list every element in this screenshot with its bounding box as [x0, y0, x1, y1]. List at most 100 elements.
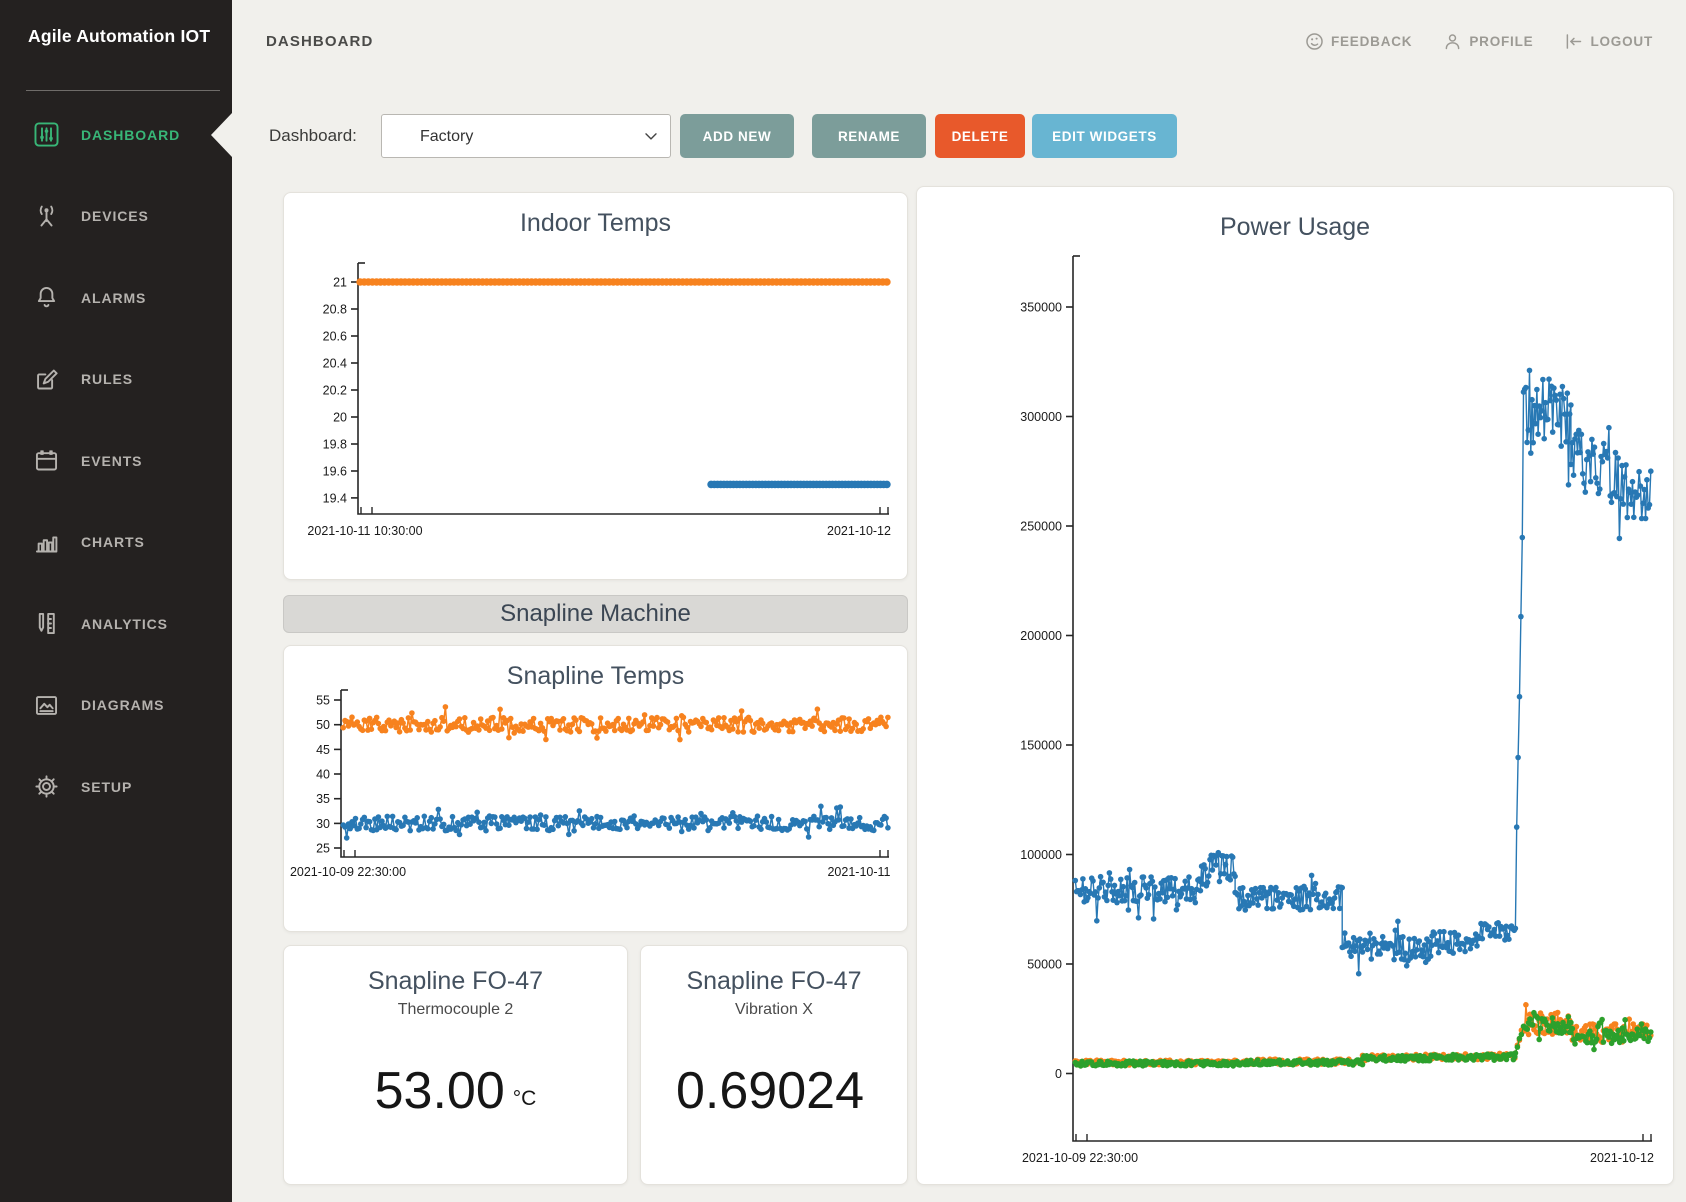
- sidebar-item-setup[interactable]: SETUP: [0, 746, 232, 828]
- sidebar-item-label: RULES: [81, 371, 133, 388]
- setup-icon: [33, 773, 60, 800]
- profile-icon: [1442, 31, 1463, 52]
- header-link-feedback[interactable]: FEEDBACK: [1304, 31, 1412, 52]
- svg-text:20.2: 20.2: [323, 384, 347, 398]
- svg-text:35: 35: [316, 792, 330, 806]
- value-card-vibration: Snapline FO-47 Vibration X 0.69024: [640, 945, 908, 1185]
- alarms-icon: [33, 284, 60, 311]
- svg-text:19.4: 19.4: [323, 491, 347, 505]
- delete-button[interactable]: DELETE: [935, 114, 1025, 158]
- brand-title: Agile Automation IOT: [28, 26, 211, 46]
- svg-text:2021-10-09 22:30:00: 2021-10-09 22:30:00: [290, 865, 406, 879]
- rename-button[interactable]: RENAME: [812, 114, 926, 158]
- svg-text:2021-10-11 10:30:00: 2021-10-11 10:30:00: [307, 524, 422, 538]
- svg-text:55: 55: [316, 694, 330, 708]
- svg-text:50000: 50000: [1027, 958, 1062, 972]
- sidebar-item-label: CHARTS: [81, 534, 145, 551]
- value-card-thermocouple: Snapline FO-47 Thermocouple 2 53.00 °C: [283, 945, 628, 1185]
- sidebar-nav: DASHBOARD DEVICES ALARMS RULES EVENTS CHARTS A…: [0, 94, 232, 828]
- svg-text:25: 25: [316, 842, 330, 856]
- header-link-profile[interactable]: PROFILE: [1442, 31, 1533, 52]
- sidebar-item-label: DASHBOARD: [81, 126, 181, 143]
- value-card-unit: °C: [512, 1087, 537, 1110]
- dashboard-select-label: Dashboard:: [269, 126, 357, 145]
- value-card-subtitle: Vibration X: [735, 1001, 813, 1018]
- svg-text:20.6: 20.6: [323, 330, 347, 344]
- logout-icon: [1563, 31, 1584, 52]
- value-card-value: 53.00 °C: [374, 1062, 537, 1120]
- sidebar-item-analytics[interactable]: ANALYTICS: [0, 583, 232, 665]
- analytics-icon: [33, 610, 60, 637]
- sidebar-item-events[interactable]: EVENTS: [0, 420, 232, 502]
- indoor-temps-card: Indoor Temps 21 20.8 20.6 20.4 20.2 20 19.8 19.…: [283, 192, 908, 580]
- group-header: Snapline Machine: [283, 595, 908, 633]
- svg-text:20.8: 20.8: [323, 303, 347, 317]
- events-icon: [33, 447, 60, 474]
- header-links: FEEDBACK PROFILE LOGOUT: [1304, 31, 1653, 52]
- group-header-label: Snapline Machine: [500, 600, 691, 627]
- value-card-value: 0.69024: [676, 1062, 864, 1120]
- sidebar-item-charts[interactable]: CHARTS: [0, 502, 232, 584]
- snapline-temps-title: Snapline Temps: [506, 662, 685, 690]
- svg-text:30: 30: [316, 817, 330, 831]
- dashboard-select[interactable]: Factory: [381, 114, 671, 158]
- add-new-button[interactable]: ADD NEW: [680, 114, 794, 158]
- svg-text:19.6: 19.6: [323, 465, 347, 479]
- feedback-icon: [1304, 31, 1325, 52]
- sidebar-item-devices[interactable]: DEVICES: [0, 176, 232, 258]
- diagrams-icon: [33, 692, 60, 719]
- main-area: DASHBOARD FEEDBACK PROFILE LOGOUT Dashboar…: [232, 0, 1686, 1202]
- svg-text:20: 20: [333, 411, 347, 425]
- page-title: DASHBOARD: [266, 33, 374, 50]
- snapline-temps-chart: 55 50 45 40 35 30 25 2021-10-09 22:30:00 2021-10…: [290, 689, 891, 879]
- header-link-label: LOGOUT: [1590, 34, 1653, 49]
- snapline-temps-card: Snapline Temps 55 50 45 40 35 30 25 2021-10-09 …: [283, 645, 908, 932]
- active-item-notch: [211, 113, 232, 157]
- sidebar-item-label: ANALYTICS: [81, 615, 168, 632]
- svg-text:2021-10-12: 2021-10-12: [827, 524, 891, 538]
- edit-widgets-button[interactable]: EDIT WIDGETS: [1032, 114, 1177, 158]
- svg-text:45: 45: [316, 743, 330, 757]
- sidebar-item-dashboard[interactable]: DASHBOARD: [0, 94, 232, 176]
- dashboard-select-input[interactable]: Factory: [381, 114, 671, 158]
- svg-text:40: 40: [316, 768, 330, 782]
- indoor-temps-title: Indoor Temps: [519, 209, 671, 237]
- svg-text:250000: 250000: [1020, 520, 1062, 534]
- devices-icon: [33, 203, 60, 230]
- sidebar-item-label: DEVICES: [81, 208, 149, 225]
- header-link-label: FEEDBACK: [1330, 34, 1413, 49]
- header-link-label: PROFILE: [1469, 34, 1534, 49]
- power-usage-title: Power Usage: [1219, 213, 1371, 241]
- sidebar-item-diagrams[interactable]: DIAGRAMS: [0, 665, 232, 747]
- sidebar-item-rules[interactable]: RULES: [0, 339, 232, 421]
- svg-text:50: 50: [316, 718, 330, 732]
- svg-text:20.4: 20.4: [323, 357, 347, 371]
- svg-text:0: 0: [1055, 1067, 1062, 1081]
- value-card-title: Snapline FO-47: [686, 967, 862, 995]
- header-link-logout[interactable]: LOGOUT: [1563, 31, 1653, 52]
- sidebar-item-label: EVENTS: [81, 452, 143, 469]
- svg-text:21: 21: [333, 276, 347, 290]
- sidebar-item-label: SETUP: [81, 778, 133, 795]
- svg-text:2021-10-11: 2021-10-11: [827, 865, 890, 879]
- power-usage-card: Power Usage 350000 300000 250000 200000 1500…: [916, 186, 1674, 1185]
- svg-text:150000: 150000: [1020, 739, 1062, 753]
- sidebar-item-label: ALARMS: [81, 289, 147, 306]
- svg-text:2021-10-09 22:30:00: 2021-10-09 22:30:00: [1022, 1151, 1138, 1165]
- svg-text:100000: 100000: [1020, 848, 1062, 862]
- svg-text:200000: 200000: [1020, 629, 1062, 643]
- sidebar-item-label: DIAGRAMS: [81, 697, 165, 714]
- sidebar-item-alarms[interactable]: ALARMS: [0, 257, 232, 339]
- svg-text:19.8: 19.8: [323, 438, 347, 452]
- dashboard-icon: [33, 121, 60, 148]
- svg-text:300000: 300000: [1020, 410, 1062, 424]
- charts-icon: [33, 529, 60, 556]
- svg-text:350000: 350000: [1020, 301, 1062, 315]
- value-card-title: Snapline FO-47: [367, 967, 544, 995]
- value-card-subtitle: Thermocouple 2: [397, 1001, 514, 1018]
- indoor-temps-chart: 21 20.8 20.6 20.4 20.2 20 19.8 19.6 19.4 2021-10-…: [307, 262, 891, 538]
- rules-icon: [33, 366, 60, 393]
- sidebar-divider: [26, 90, 220, 91]
- svg-text:2021-10-12: 2021-10-12: [1590, 1151, 1654, 1165]
